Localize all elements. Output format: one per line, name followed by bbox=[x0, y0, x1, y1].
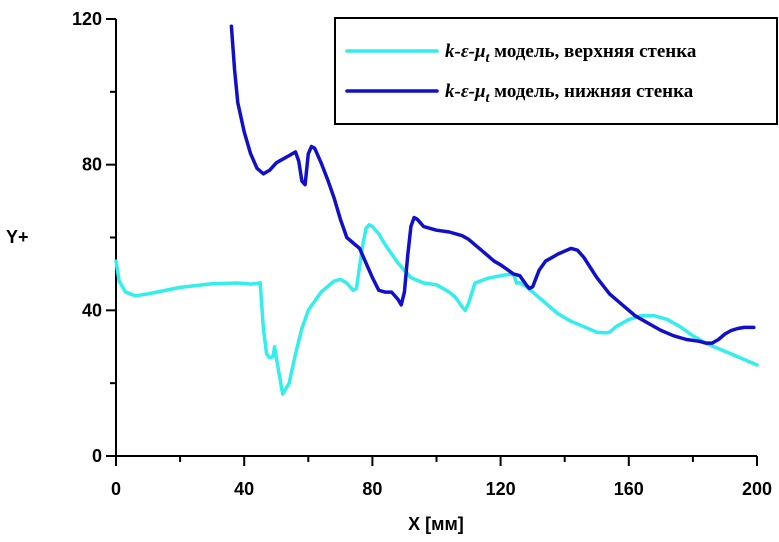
legend: k-ε-μt модель, верхняя стенка k-ε-μt мод… bbox=[334, 17, 778, 125]
x-tick-label: 160 bbox=[614, 479, 644, 499]
x-tick-label: 120 bbox=[486, 479, 516, 499]
x-tick-label: 0 bbox=[111, 479, 121, 499]
series-line-upper-wall bbox=[114, 223, 759, 396]
y-tick-label: 40 bbox=[82, 300, 102, 320]
y-axis-title: Y+ bbox=[6, 227, 29, 247]
y-tick-label: 0 bbox=[92, 446, 102, 466]
y-tick-label: 80 bbox=[82, 155, 102, 175]
y-tick-label: 120 bbox=[72, 9, 102, 29]
legend-rest-lower-wall: модель, нижняя стенка bbox=[489, 81, 693, 102]
legend-box bbox=[334, 17, 778, 125]
x-axis-title: X [мм] bbox=[408, 514, 464, 534]
x-tick-label: 80 bbox=[362, 479, 382, 499]
legend-label-lower-wall: k-ε-μt модель, нижняя стенка bbox=[445, 81, 694, 106]
axes: 0 40 80 120 160 200 0 40 80 120 bbox=[72, 9, 772, 499]
legend-math-upper-wall: k-ε-μ bbox=[445, 41, 486, 62]
x-tick-label: 200 bbox=[742, 479, 772, 499]
legend-sub-upper-wall: t bbox=[486, 51, 491, 66]
legend-math-lower-wall: k-ε-μ bbox=[445, 81, 486, 102]
x-tick-label: 40 bbox=[234, 479, 254, 499]
legend-label-upper-wall: k-ε-μt модель, верхняя стенка bbox=[445, 41, 697, 66]
legend-sub-lower-wall: t bbox=[486, 91, 491, 106]
legend-rest-upper-wall: модель, верхняя стенка bbox=[489, 41, 696, 62]
series-layer bbox=[114, 24, 759, 396]
series-line-lower-wall bbox=[229, 24, 756, 345]
